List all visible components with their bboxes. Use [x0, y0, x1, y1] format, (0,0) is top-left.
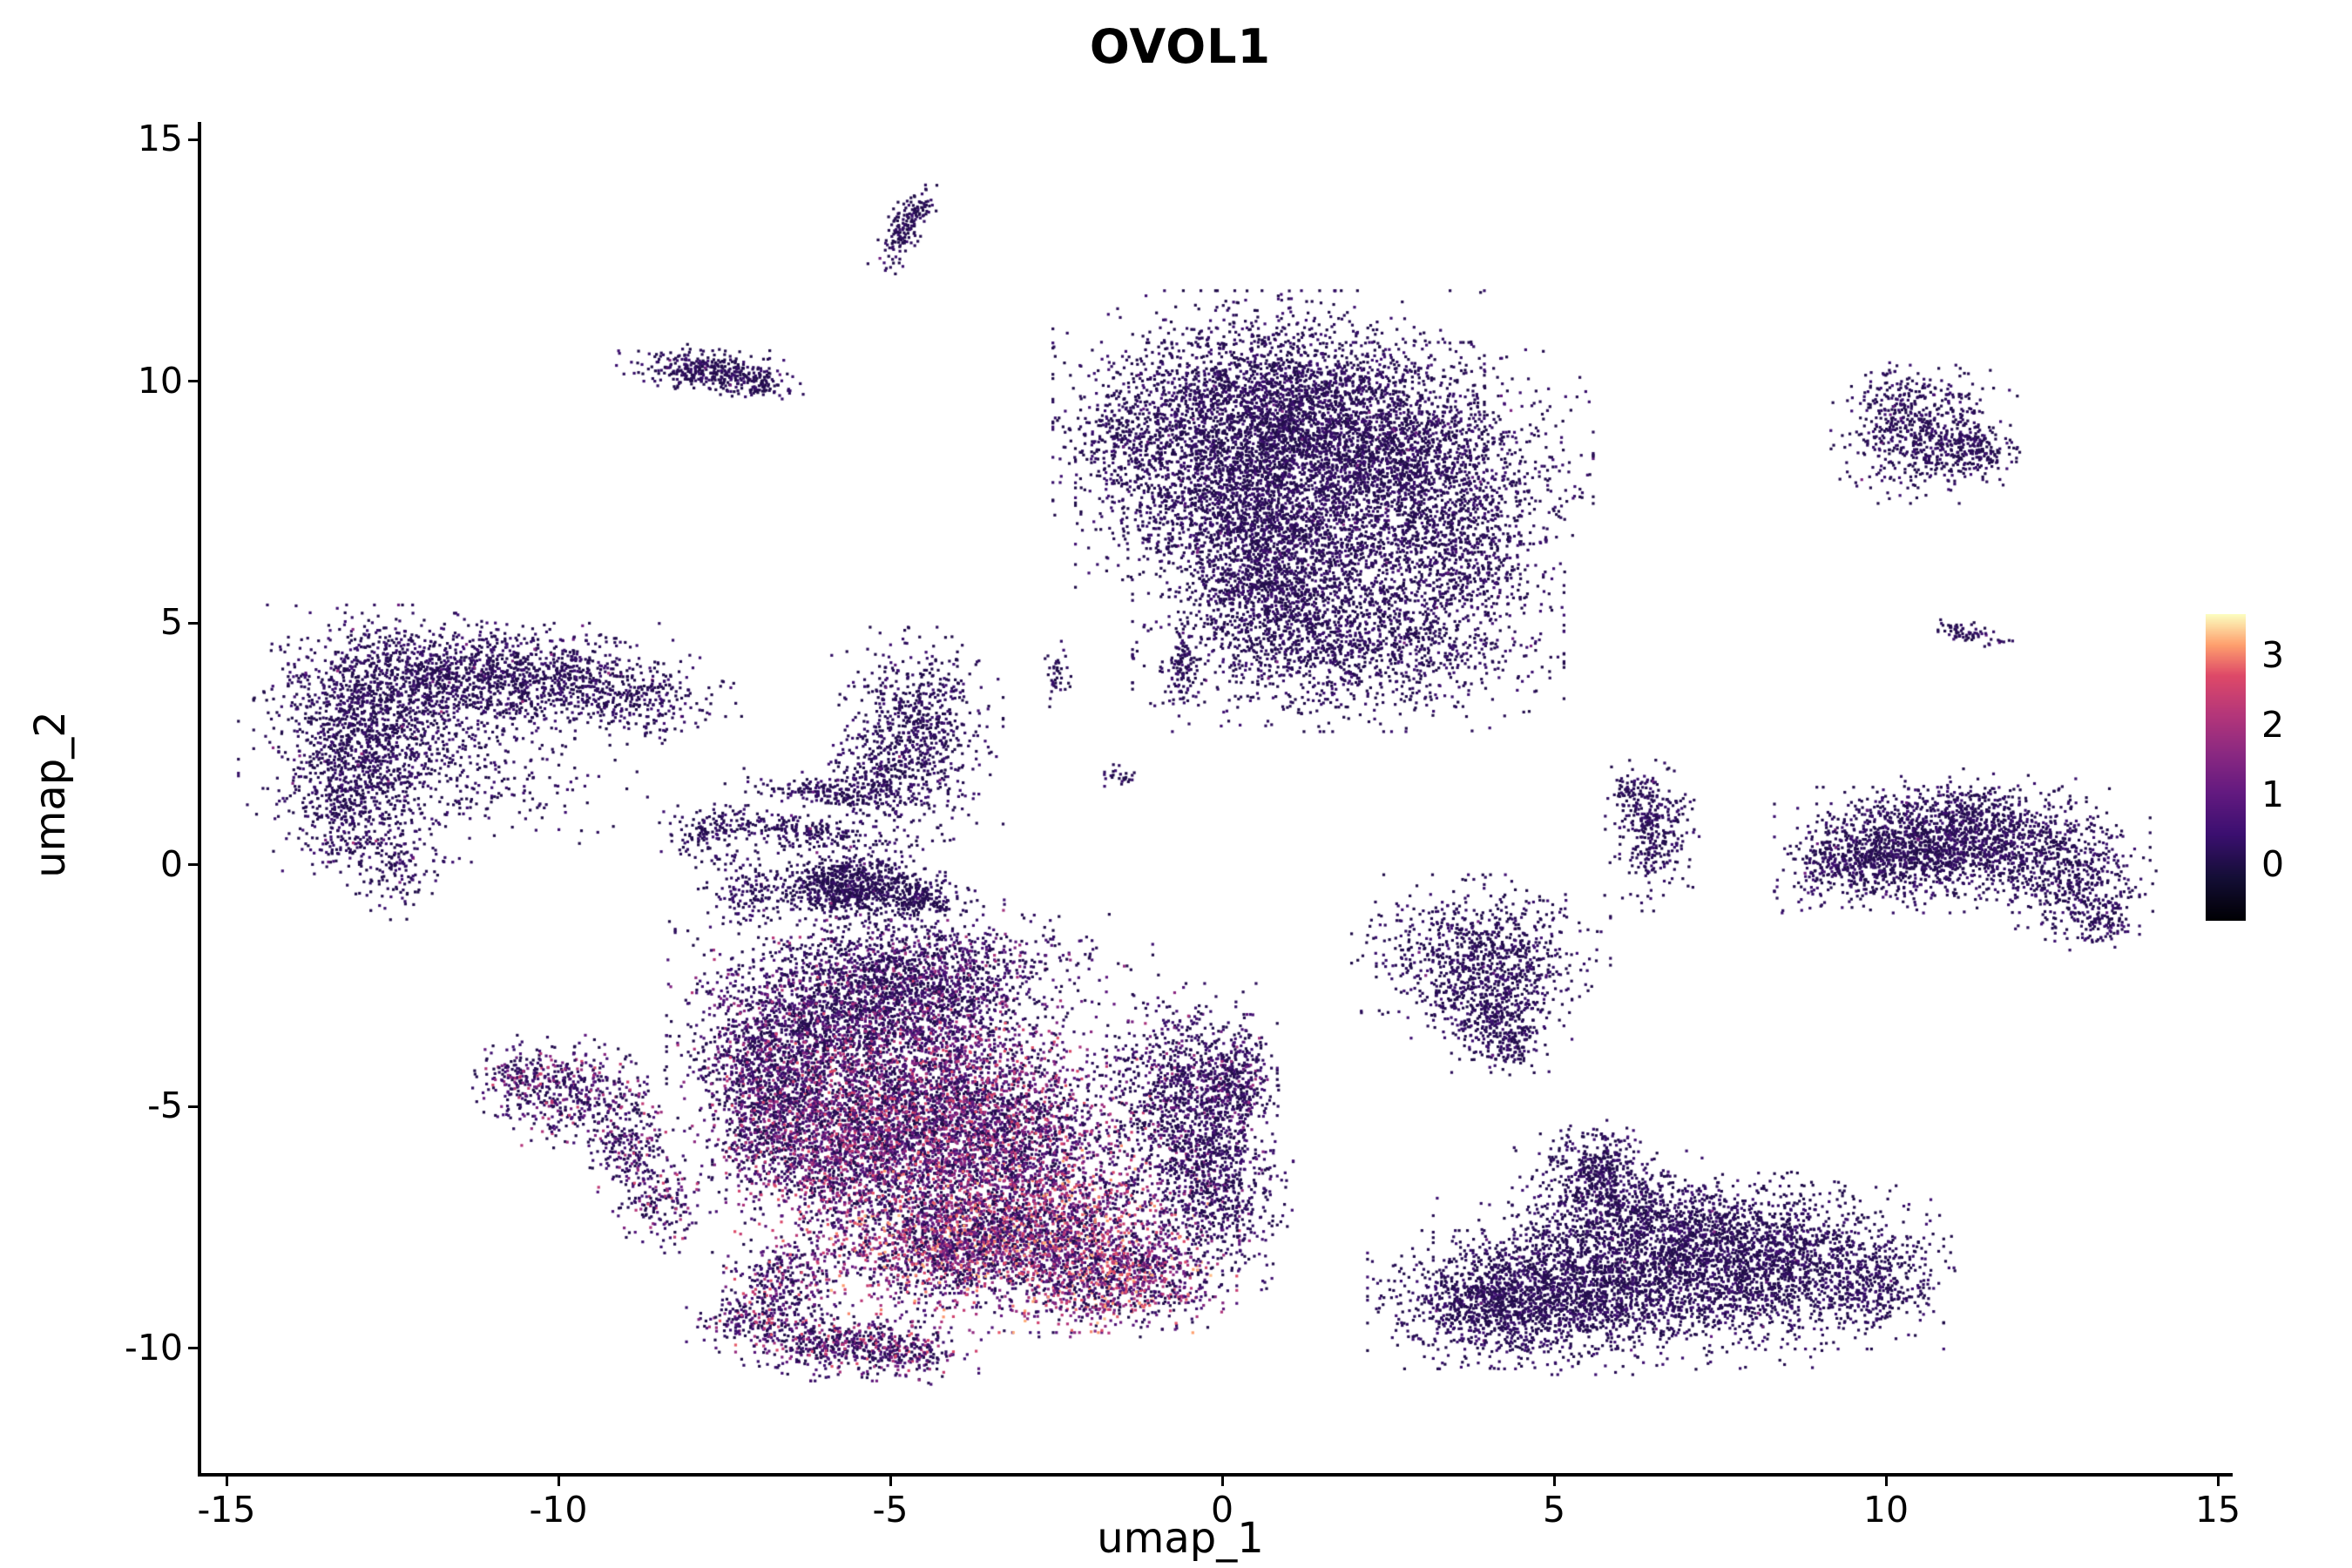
- x-tick-mark: [1884, 1474, 1888, 1486]
- colorbar-tick-label: 3: [2261, 634, 2285, 676]
- x-tick-mark: [2216, 1474, 2220, 1486]
- x-tick-mark: [1220, 1474, 1224, 1486]
- x-tick-label: -15: [197, 1489, 256, 1531]
- y-tick-mark: [188, 1105, 200, 1108]
- x-axis-line: [198, 1473, 2233, 1477]
- y-tick-mark: [188, 863, 200, 866]
- x-tick-label: 10: [1862, 1489, 1909, 1531]
- x-tick-label: 5: [1542, 1489, 1566, 1531]
- y-tick-label: -5: [147, 1085, 183, 1126]
- x-tick-mark: [1552, 1474, 1556, 1486]
- x-tick-label: -10: [529, 1489, 588, 1531]
- x-tick-mark: [557, 1474, 560, 1486]
- colorbar-tick-label: 0: [2261, 843, 2285, 885]
- y-tick-label: -10: [125, 1326, 183, 1369]
- y-tick-mark: [188, 1347, 200, 1349]
- y-tick-label: 5: [159, 601, 183, 643]
- x-axis-label: umap_1: [1097, 1514, 1264, 1563]
- y-tick-mark: [188, 621, 200, 625]
- y-tick-label: 10: [137, 359, 183, 402]
- x-tick-mark: [225, 1474, 228, 1486]
- colorbar-gradient: [2206, 614, 2246, 921]
- y-tick-mark: [188, 380, 200, 382]
- colorbar-tick-label: 2: [2261, 704, 2285, 746]
- x-tick-label: 15: [2194, 1489, 2241, 1531]
- x-tick-label: 0: [1210, 1489, 1234, 1531]
- x-tick-mark: [889, 1474, 892, 1486]
- y-tick-label: 15: [137, 118, 183, 159]
- colorbar-tick-label: 1: [2261, 774, 2285, 815]
- x-tick-label: -5: [872, 1489, 909, 1531]
- y-axis-line: [198, 122, 201, 1476]
- y-tick-label: 0: [159, 842, 183, 885]
- y-axis-label: umap_2: [26, 711, 75, 878]
- y-tick-mark: [188, 138, 200, 141]
